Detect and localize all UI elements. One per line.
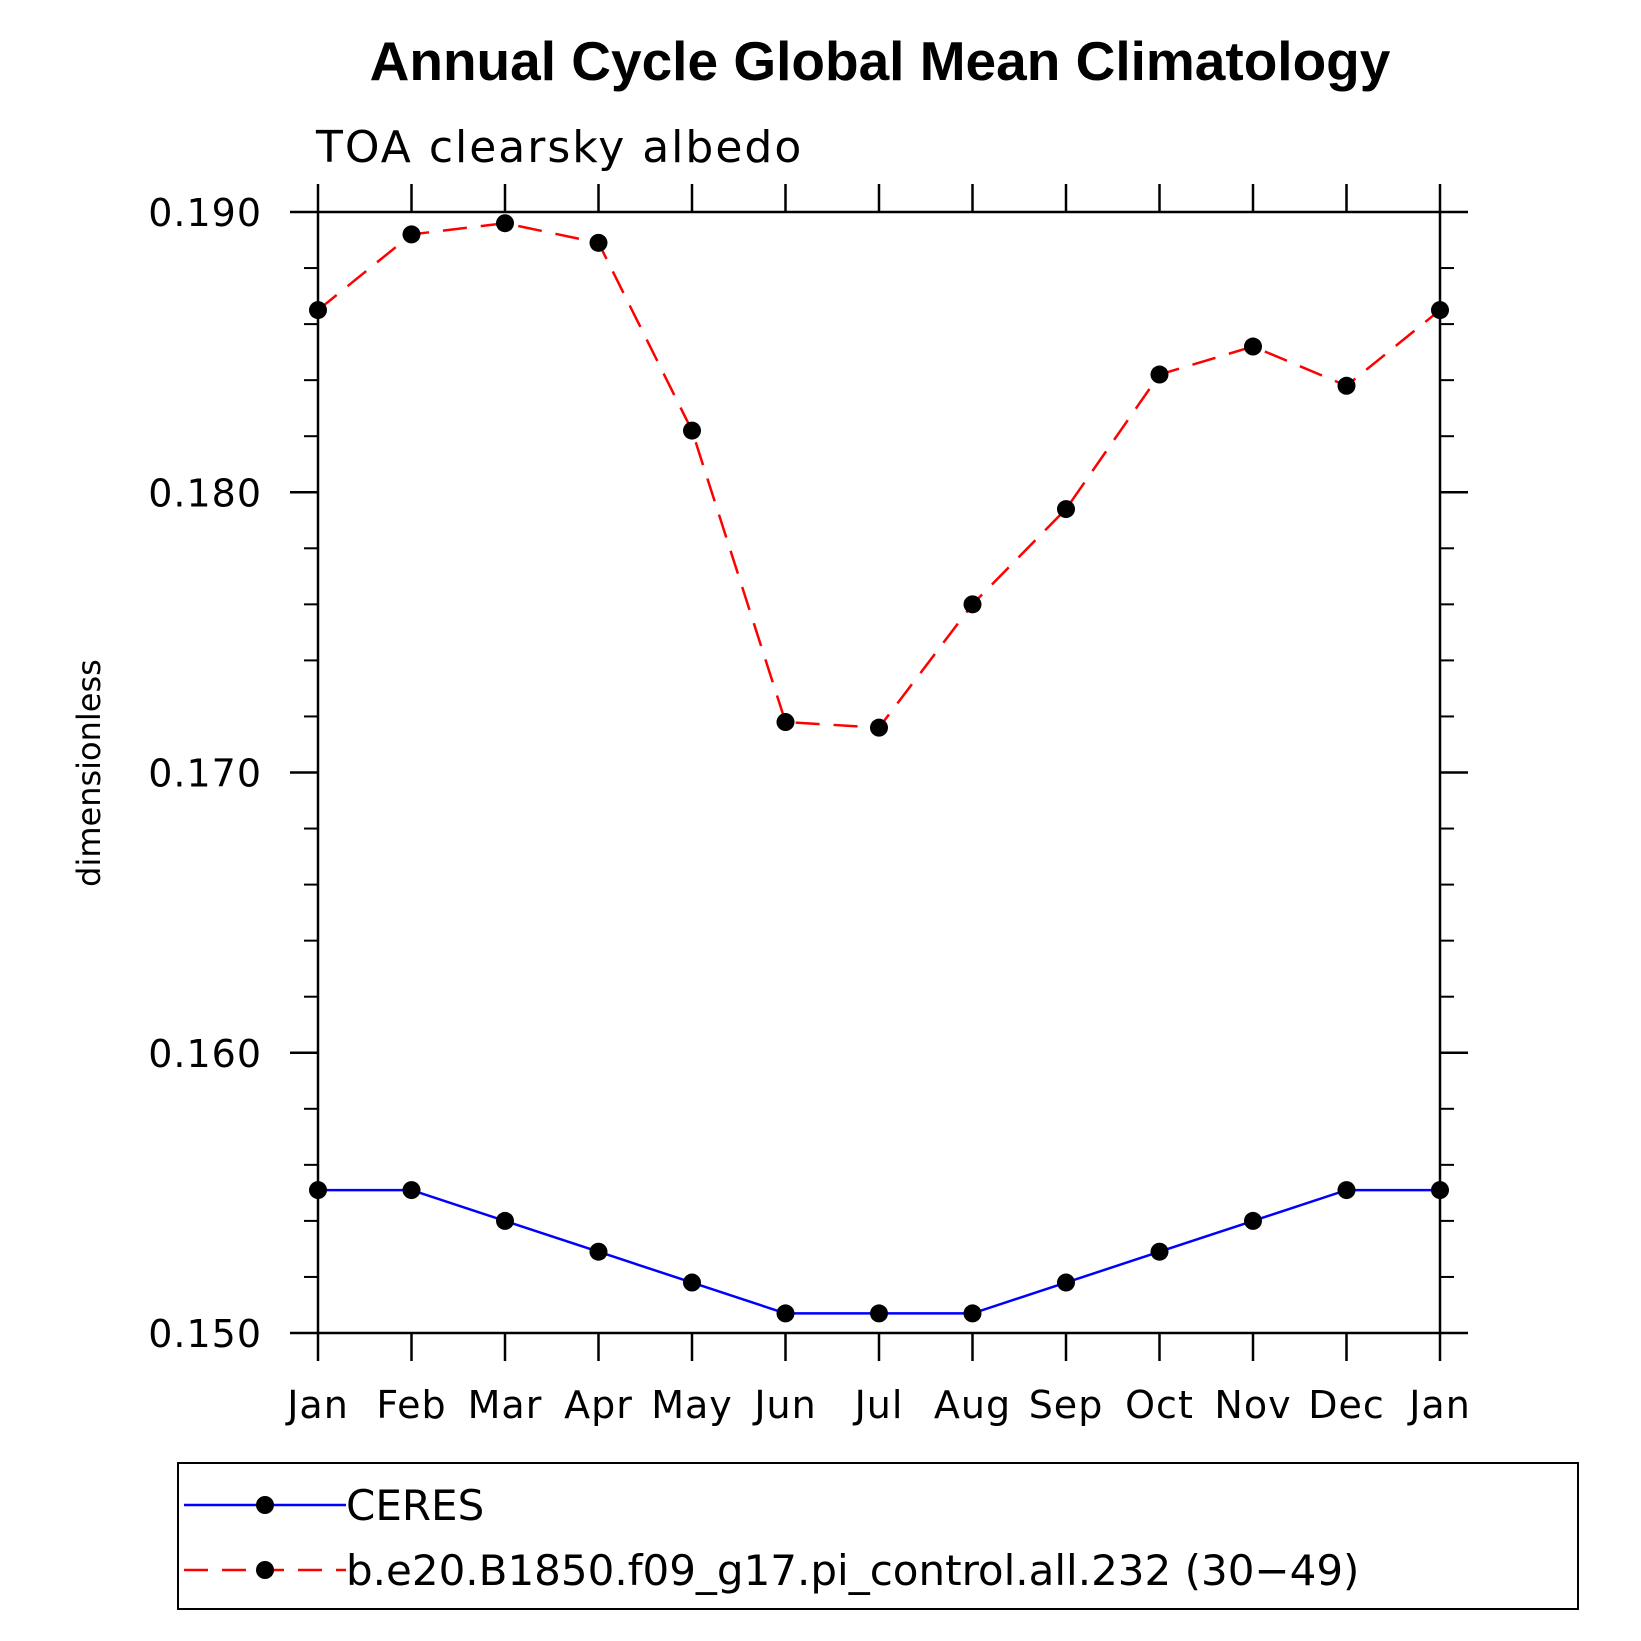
x-tick-label: Dec	[1308, 1383, 1385, 1427]
data-point-series-1	[402, 1181, 421, 1200]
data-point-series-2	[1244, 337, 1262, 356]
series-line-2	[317, 221, 1441, 729]
data-point-series-2	[1150, 365, 1169, 384]
data-point-series-1	[683, 1273, 701, 1292]
series-lines	[317, 221, 1441, 1315]
x-tick-label: Nov	[1214, 1383, 1291, 1427]
data-point-series-1	[870, 1304, 888, 1323]
data-markers	[309, 214, 1449, 1323]
x-tick-label: Oct	[1125, 1383, 1194, 1427]
data-point-series-1	[496, 1211, 514, 1230]
x-tick-label: Mar	[468, 1383, 543, 1427]
y-axis-label: dimensionless	[70, 659, 108, 887]
x-tick-label: Jan	[285, 1383, 349, 1427]
data-point-series-2	[496, 214, 514, 233]
y-tick-label: 0.160	[148, 1032, 262, 1076]
data-point-series-1	[776, 1304, 795, 1323]
chart-title: Annual Cycle Global Mean Climatology	[370, 30, 1391, 92]
data-point-series-2	[589, 233, 608, 252]
data-point-series-1	[1057, 1273, 1075, 1292]
chart-subtitle: TOA clearsky albedo	[315, 122, 803, 173]
y-tick-labels: 0.150 0.160 0.170 0.180 0.190	[148, 191, 262, 1356]
data-point-series-2	[776, 713, 795, 732]
data-point-series-2	[309, 301, 327, 320]
data-point-series-2	[870, 718, 888, 737]
data-point-series-1	[589, 1242, 608, 1261]
data-point-series-1	[963, 1304, 982, 1323]
x-tick-label: Apr	[564, 1383, 633, 1427]
data-point-series-2	[402, 225, 421, 244]
y-tick-label: 0.180	[148, 471, 262, 515]
legend: CERES b.e20.B1850.f09_g17.pi_control.all.…	[177, 1462, 1579, 1610]
data-point-series-1	[309, 1181, 327, 1200]
series-line-1	[318, 1188, 1440, 1315]
legend-label-1: CERES	[346, 1481, 484, 1530]
data-point-series-1	[1150, 1242, 1169, 1261]
y-tick-label: 0.150	[148, 1312, 262, 1356]
plot-frame	[316, 210, 1442, 1335]
plot-axes	[290, 184, 1468, 1361]
data-point-series-1	[1431, 1181, 1449, 1200]
x-tick-label: Aug	[934, 1383, 1011, 1427]
data-point-series-1	[1244, 1211, 1262, 1230]
data-point-series-2	[1057, 500, 1075, 519]
data-point-series-2	[1431, 301, 1449, 320]
data-point-series-2	[683, 421, 701, 440]
x-tick-labels: Jan Feb Mar Apr May Jun Jul Aug Sep Oct Nov Dec Jan	[285, 1383, 1471, 1427]
x-tick-label: Jan	[1407, 1383, 1471, 1427]
x-tick-label: Sep	[1029, 1383, 1104, 1427]
x-tick-label: Feb	[376, 1383, 446, 1427]
y-tick-label: 0.170	[148, 752, 262, 796]
x-tick-label: Jul	[853, 1383, 904, 1427]
legend-marker-1	[256, 1496, 274, 1514]
legend-label-2: b.e20.B1850.f09_g17.pi_control.all.232 (…	[346, 1546, 1359, 1595]
legend-marker-2	[256, 1561, 274, 1579]
data-point-series-2	[1337, 376, 1356, 395]
x-tick-label: May	[651, 1383, 733, 1427]
data-point-series-1	[1337, 1181, 1356, 1200]
y-tick-label: 0.190	[148, 191, 262, 235]
data-point-series-2	[963, 595, 982, 614]
x-tick-label: Jun	[752, 1383, 816, 1427]
legend-box	[177, 1462, 1579, 1610]
